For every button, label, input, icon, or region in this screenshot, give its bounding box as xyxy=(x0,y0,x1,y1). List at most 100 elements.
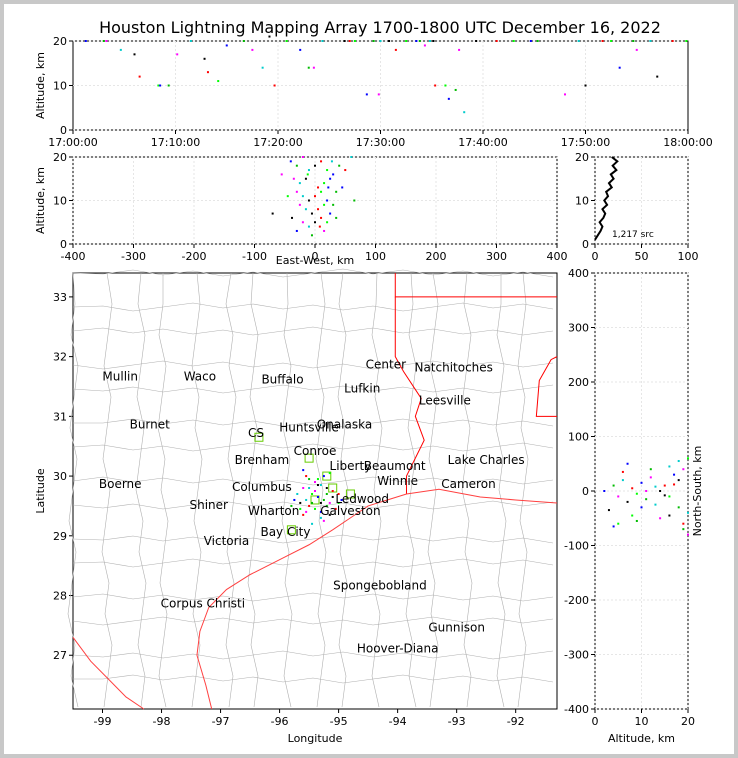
county-line xyxy=(191,272,203,708)
source-point xyxy=(687,511,689,514)
city-label: Beaumont xyxy=(364,459,426,473)
source-point xyxy=(682,468,685,471)
source-point xyxy=(319,484,322,487)
source-point xyxy=(307,225,310,228)
source-point xyxy=(308,487,311,490)
source-point xyxy=(301,221,304,224)
city-label: Leesville xyxy=(419,393,471,407)
source-point xyxy=(632,40,635,42)
source-point xyxy=(326,199,329,202)
source-point xyxy=(307,199,310,202)
source-point xyxy=(353,40,356,42)
source-point xyxy=(322,519,325,522)
histogram-tick-label: 0 xyxy=(582,238,589,251)
source-point xyxy=(415,40,418,42)
ew-xlabel: East-West, km xyxy=(276,254,354,267)
ns-tick-label: -200 xyxy=(564,594,589,607)
source-point xyxy=(206,71,209,74)
source-point xyxy=(318,225,321,228)
time-tick-label: 17:30:00 xyxy=(356,136,405,149)
source-point xyxy=(157,84,160,87)
source-point xyxy=(495,40,498,42)
source-point xyxy=(423,44,426,47)
source-point xyxy=(317,208,320,211)
source-point xyxy=(607,509,610,512)
source-point xyxy=(677,479,680,482)
city-label: Hoover-Diana xyxy=(357,641,439,655)
source-point xyxy=(649,476,652,479)
source-point xyxy=(621,470,624,473)
county-line xyxy=(72,616,554,626)
source-point xyxy=(350,156,353,158)
source-point xyxy=(685,40,688,42)
source-point xyxy=(273,84,276,87)
altitude-tick-label: 0 xyxy=(60,124,67,137)
county-line xyxy=(73,418,554,428)
source-point xyxy=(338,164,341,167)
source-point xyxy=(388,40,391,42)
altitude-ns-xlabel: Altitude, km xyxy=(608,732,675,745)
source-point xyxy=(332,203,335,206)
source-point xyxy=(463,111,466,114)
source-point xyxy=(280,173,283,176)
source-point xyxy=(432,40,435,42)
city-label: Galveston xyxy=(320,504,380,518)
source-point xyxy=(682,528,685,531)
latitude-tick-label: 33 xyxy=(53,291,67,304)
source-point xyxy=(640,506,643,509)
city-label: Huntsville xyxy=(279,420,339,434)
source-point xyxy=(295,190,298,193)
source-point xyxy=(323,203,326,206)
source-point xyxy=(286,195,289,198)
source-point xyxy=(301,195,304,198)
source-point xyxy=(687,533,689,536)
city-label: Burnet xyxy=(130,417,171,431)
longitude-tick-label: -99 xyxy=(94,715,112,728)
source-point xyxy=(353,199,356,202)
source-point xyxy=(335,190,338,193)
source-point xyxy=(329,177,332,180)
ew-tick-label: 100 xyxy=(365,250,386,263)
source-point xyxy=(316,484,319,487)
source-point xyxy=(311,522,314,525)
source-point xyxy=(512,40,515,42)
map-xlabel: Longitude xyxy=(288,732,343,745)
lma-station-marker xyxy=(254,432,264,442)
source-point xyxy=(189,40,192,42)
county-line xyxy=(72,326,554,336)
source-point xyxy=(329,212,332,215)
source-point xyxy=(610,40,613,42)
source-point xyxy=(418,40,421,42)
source-point xyxy=(617,522,620,525)
source-point xyxy=(673,483,676,486)
source-point xyxy=(649,40,652,42)
source-point xyxy=(631,514,634,517)
source-point xyxy=(316,478,319,481)
ew-tick-label: -300 xyxy=(121,250,146,263)
longitude-tick-label: -96 xyxy=(271,715,289,728)
source-point xyxy=(671,40,674,42)
source-point xyxy=(668,495,671,498)
ew-tick-label: 200 xyxy=(426,250,447,263)
latitude-tick-label: 32 xyxy=(53,351,67,364)
source-point xyxy=(663,494,666,497)
source-point xyxy=(626,462,629,465)
source-point xyxy=(312,66,315,69)
county-line xyxy=(495,273,507,708)
county-line xyxy=(72,650,554,660)
county-line xyxy=(157,273,169,708)
source-point xyxy=(326,169,329,172)
lma-station-marker xyxy=(322,471,332,481)
ns-tick-label: -400 xyxy=(564,703,589,716)
source-point xyxy=(102,40,105,42)
source-point xyxy=(331,495,334,498)
source-point xyxy=(337,501,340,504)
source-point xyxy=(311,501,314,504)
altitude-tick-label: 20 xyxy=(53,151,67,164)
source-point xyxy=(334,507,337,510)
source-point xyxy=(316,495,319,498)
longitude-tick-label: -95 xyxy=(330,715,348,728)
source-point xyxy=(618,66,621,69)
lma-station-marker xyxy=(304,453,314,463)
city-label: Liberty xyxy=(330,459,372,473)
